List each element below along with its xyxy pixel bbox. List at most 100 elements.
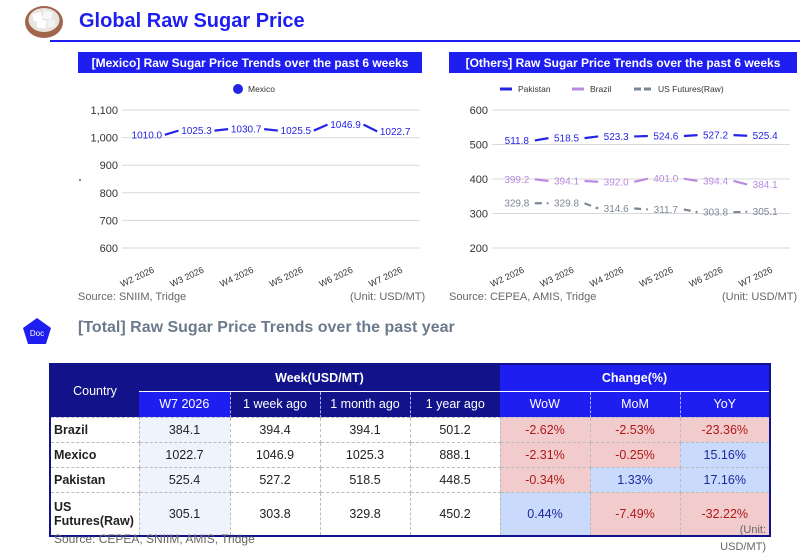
price-cell: 518.5 (319, 466, 411, 493)
y-tick-label: 600 (100, 243, 118, 255)
price-cell: 888.1 (409, 441, 501, 468)
price-cell: 1022.7 (138, 441, 231, 468)
header-change-col: WoW (500, 391, 590, 417)
change-cell: -0.25% (589, 441, 681, 468)
header-week-col: W7 2026 (139, 391, 230, 417)
y-tick-label: 1,000 (90, 133, 118, 145)
y-tick-label: 600 (470, 105, 488, 117)
data-label: 384.1 (753, 180, 778, 191)
series-segment (313, 123, 328, 132)
data-label: 394.1 (554, 177, 579, 188)
country-cell: Mexico (49, 441, 140, 468)
doc-badge-label: Doc (30, 329, 44, 338)
legend-label: Pakistan (518, 84, 551, 94)
data-label: 1025.3 (181, 126, 212, 137)
y-tick-label: 400 (470, 174, 488, 186)
series-segment (683, 208, 698, 214)
mexico-chart-unit: (Unit: USD/MT) (350, 291, 426, 303)
change-cell: -2.31% (499, 441, 591, 468)
price-cell: 305.1 (138, 491, 231, 537)
data-label: 1046.9 (330, 120, 361, 131)
header-change-col: MoM (589, 391, 680, 417)
x-tick-label: W5 2026 (638, 265, 675, 289)
price-cell: 1046.9 (229, 441, 321, 468)
legend-label: Brazil (590, 84, 611, 94)
price-cell: 501.2 (409, 416, 501, 443)
data-label: 303.8 (703, 208, 728, 219)
x-tick-label: W2 2026 (119, 265, 156, 289)
y-tick-label: 700 (100, 215, 118, 227)
price-cell: 525.4 (138, 466, 231, 493)
stray-mark (79, 179, 81, 181)
series-segment (534, 178, 549, 183)
table-unit-line2: USD/MT) (720, 541, 766, 553)
data-label: 399.2 (504, 175, 529, 186)
data-label: 518.5 (554, 134, 579, 145)
table-unit: (Unit: USD/MT) (700, 522, 766, 556)
header-change-group: Change(%) (500, 364, 770, 392)
series-segment (634, 207, 648, 211)
data-label: 329.8 (554, 199, 579, 210)
data-label: 511.8 (505, 136, 530, 147)
change-cell: 1.33% (589, 466, 681, 493)
title-divider (50, 40, 800, 42)
data-label: 394.4 (703, 176, 728, 187)
data-label: 305.1 (753, 207, 778, 218)
price-cell: 303.8 (229, 491, 321, 537)
x-tick-label: W7 2026 (367, 265, 404, 289)
x-tick-label: W3 2026 (538, 265, 575, 289)
series-segment (733, 179, 748, 186)
header-week-col: 1 month ago (319, 391, 410, 417)
series-segment (733, 134, 748, 137)
change-cell: -23.36% (679, 416, 771, 443)
page-title: Global Raw Sugar Price (79, 10, 305, 32)
table-row: Mexico 1022.7 1046.9 1025.3 888.1 -2.31%… (49, 441, 771, 468)
price-cell: 329.8 (319, 491, 411, 537)
price-cell: 1025.3 (319, 441, 411, 468)
change-cell: 0.44% (499, 491, 591, 537)
header-change-col: YoY (679, 391, 770, 417)
price-cell: 394.1 (319, 416, 411, 443)
series-segment (363, 123, 378, 133)
legend-label: US Futures(Raw) (658, 84, 724, 94)
price-cell: 394.4 (229, 416, 321, 443)
change-cell: 15.16% (679, 441, 771, 468)
x-tick-label: W4 2026 (218, 265, 255, 289)
data-label: 1030.7 (231, 125, 262, 136)
data-label: 1022.7 (380, 127, 411, 138)
data-label: 311.7 (654, 205, 679, 216)
series-segment (584, 135, 599, 140)
others-chart-title: [Others] Raw Sugar Price Trends over the… (449, 52, 797, 73)
table-row: Brazil 384.1 394.4 394.1 501.2 -2.62% -2… (49, 416, 771, 443)
data-label: 401.0 (653, 174, 678, 185)
series-segment (683, 177, 698, 183)
x-tick-label: W5 2026 (268, 265, 305, 289)
others-line-chart: 200 300 400 500 600 W2 2026 W3 2026 W4 2026 W5 2… (470, 84, 790, 289)
table-row: US Futures(Raw) 305.1 303.8 329.8 450.2 … (49, 491, 771, 537)
mexico-chart-source: Source: SNIIM, Tridge (78, 291, 187, 303)
y-tick-label: 1,100 (90, 105, 118, 117)
data-label: 524.6 (653, 132, 678, 143)
header-week-group: Week(USD/MT) (139, 364, 500, 392)
price-cell: 450.2 (409, 491, 501, 537)
series-segment (264, 128, 278, 132)
y-tick-label: 300 (470, 209, 488, 221)
x-tick-label: W7 2026 (737, 265, 774, 289)
data-label: 1025.5 (281, 126, 312, 137)
series-segment (534, 137, 549, 142)
country-cell: US Futures(Raw) (49, 491, 140, 537)
change-cell: -7.49% (589, 491, 681, 537)
x-tick-label: W3 2026 (168, 265, 205, 289)
table-row: Pakistan 525.4 527.2 518.5 448.5 -0.34% … (49, 466, 771, 493)
price-cell: 384.1 (138, 416, 231, 443)
x-tick-label: W2 2026 (489, 265, 526, 289)
data-label: 329.8 (504, 199, 529, 210)
header-week-col: 1 year ago (409, 391, 500, 417)
data-label: 527.2 (703, 131, 728, 142)
change-cell: -0.34% (499, 466, 591, 493)
series-segment (584, 202, 599, 210)
sugar-bowl-icon (25, 6, 63, 38)
price-cell: 448.5 (409, 466, 501, 493)
doc-badge-icon: Doc (23, 318, 51, 344)
country-cell: Pakistan (49, 466, 140, 493)
